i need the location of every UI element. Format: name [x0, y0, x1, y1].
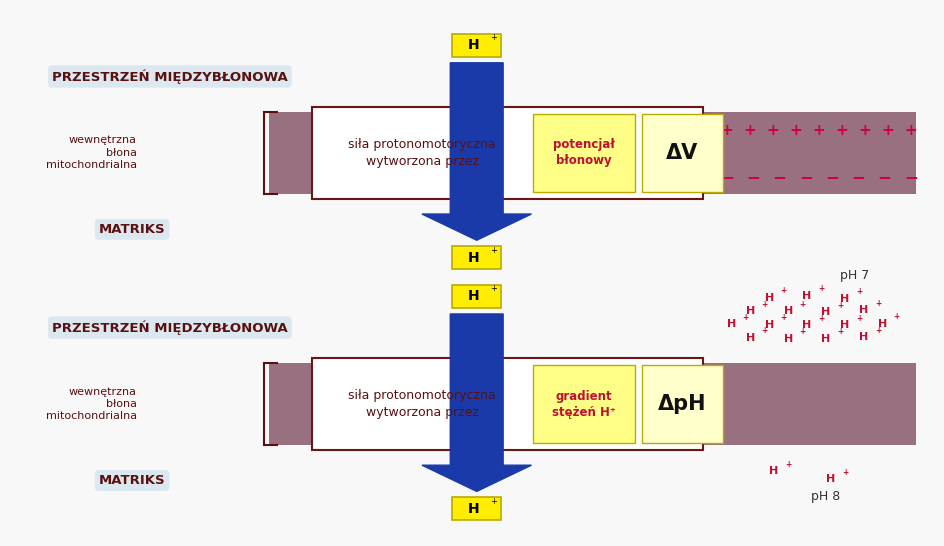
Text: H: H	[468, 502, 480, 516]
Text: ΔV: ΔV	[666, 143, 699, 163]
Text: +: +	[800, 300, 805, 308]
Text: siła protonomotoryczna
wytworzona przez: siła protonomotoryczna wytworzona przez	[348, 138, 496, 168]
Text: +: +	[781, 286, 786, 295]
Bar	[269, 112, 916, 194]
Text: +: +	[800, 327, 805, 336]
Text: +: +	[490, 33, 497, 42]
Text: −: −	[904, 169, 918, 186]
Text: +: +	[490, 246, 497, 254]
Text: +: +	[904, 123, 918, 138]
Text: H: H	[769, 466, 779, 476]
Bar	[452, 246, 501, 269]
Text: +: +	[875, 299, 881, 307]
Bar	[269, 363, 916, 445]
Text: +: +	[842, 468, 848, 477]
Text: +: +	[858, 123, 871, 138]
Text: H: H	[746, 306, 755, 316]
Text: +: +	[490, 284, 497, 293]
Text: +: +	[835, 123, 849, 138]
Text: PRZESTRZEŃ MIĘDZYBŁONOWA: PRZESTRZEŃ MIĘDZYBŁONOWA	[52, 321, 288, 335]
Text: +: +	[744, 123, 756, 138]
Text: −: −	[799, 169, 813, 186]
Text: +: +	[875, 326, 881, 335]
Text: +: +	[856, 314, 862, 323]
Text: wewnętrzna
błona
mitochondrialna: wewnętrzna błona mitochondrialna	[45, 387, 137, 422]
Text: MATRIKS: MATRIKS	[99, 223, 165, 236]
Bar	[642, 365, 722, 443]
Bar	[452, 497, 501, 520]
Bar	[452, 285, 501, 308]
Text: H: H	[765, 320, 774, 330]
Text: +: +	[837, 301, 843, 310]
Text: PRZESTRZEŃ MIĘDZYBŁONOWA: PRZESTRZEŃ MIĘDZYBŁONOWA	[52, 69, 288, 84]
Text: pH 7: pH 7	[840, 269, 868, 282]
Text: −: −	[851, 169, 866, 186]
Text: −: −	[878, 169, 891, 186]
Text: H: H	[821, 307, 831, 317]
Polygon shape	[422, 314, 531, 491]
Text: +: +	[767, 123, 780, 138]
Text: H: H	[840, 294, 850, 304]
Text: H: H	[746, 333, 755, 343]
Text: H: H	[802, 321, 812, 330]
Text: −: −	[720, 169, 733, 186]
Text: pH 8: pH 8	[812, 490, 840, 503]
Text: H: H	[468, 38, 480, 52]
Text: siła protonomotoryczna
wytworzona przez: siła protonomotoryczna wytworzona przez	[348, 389, 496, 419]
Text: +: +	[818, 314, 824, 323]
Text: H: H	[468, 251, 480, 265]
Bar	[312, 107, 703, 199]
Text: +: +	[762, 327, 767, 335]
Text: gradient
stężeń H⁺: gradient stężeń H⁺	[552, 389, 615, 419]
Text: H: H	[802, 291, 812, 301]
Text: −: −	[747, 169, 760, 186]
Text: +: +	[781, 313, 786, 322]
Text: H: H	[727, 319, 736, 329]
Text: potencjał
błonowy: potencjał błonowy	[553, 138, 615, 168]
Text: H: H	[821, 334, 831, 344]
Text: +: +	[882, 123, 894, 138]
Bar	[532, 114, 634, 192]
Text: +: +	[785, 460, 791, 468]
Text: −: −	[772, 169, 786, 186]
Text: wewnętrzna
błona
mitochondrialna: wewnętrzna błona mitochondrialna	[45, 135, 137, 170]
Text: H: H	[878, 319, 887, 329]
Text: MATRIKS: MATRIKS	[99, 474, 165, 487]
Text: H: H	[859, 305, 868, 315]
Text: +: +	[490, 497, 497, 506]
Text: +: +	[813, 123, 825, 138]
Text: H: H	[826, 474, 835, 484]
Text: H: H	[765, 293, 774, 302]
Text: +: +	[837, 328, 843, 336]
Bar	[532, 365, 634, 443]
Bar	[312, 358, 703, 450]
Bar	[642, 114, 722, 192]
Text: H: H	[784, 306, 793, 316]
Text: H: H	[468, 289, 480, 304]
Text: +: +	[762, 300, 767, 308]
Text: +: +	[789, 123, 802, 138]
Text: −: −	[825, 169, 839, 186]
Text: +: +	[743, 313, 749, 322]
Text: +: +	[856, 287, 862, 296]
Text: +: +	[720, 123, 733, 138]
Polygon shape	[422, 63, 531, 240]
Text: ΔpH: ΔpH	[658, 394, 707, 414]
Bar	[452, 34, 501, 57]
Text: H: H	[784, 334, 793, 343]
Text: H: H	[859, 333, 868, 342]
Text: +: +	[894, 312, 900, 321]
Text: +: +	[818, 284, 824, 293]
Text: H: H	[840, 321, 850, 330]
